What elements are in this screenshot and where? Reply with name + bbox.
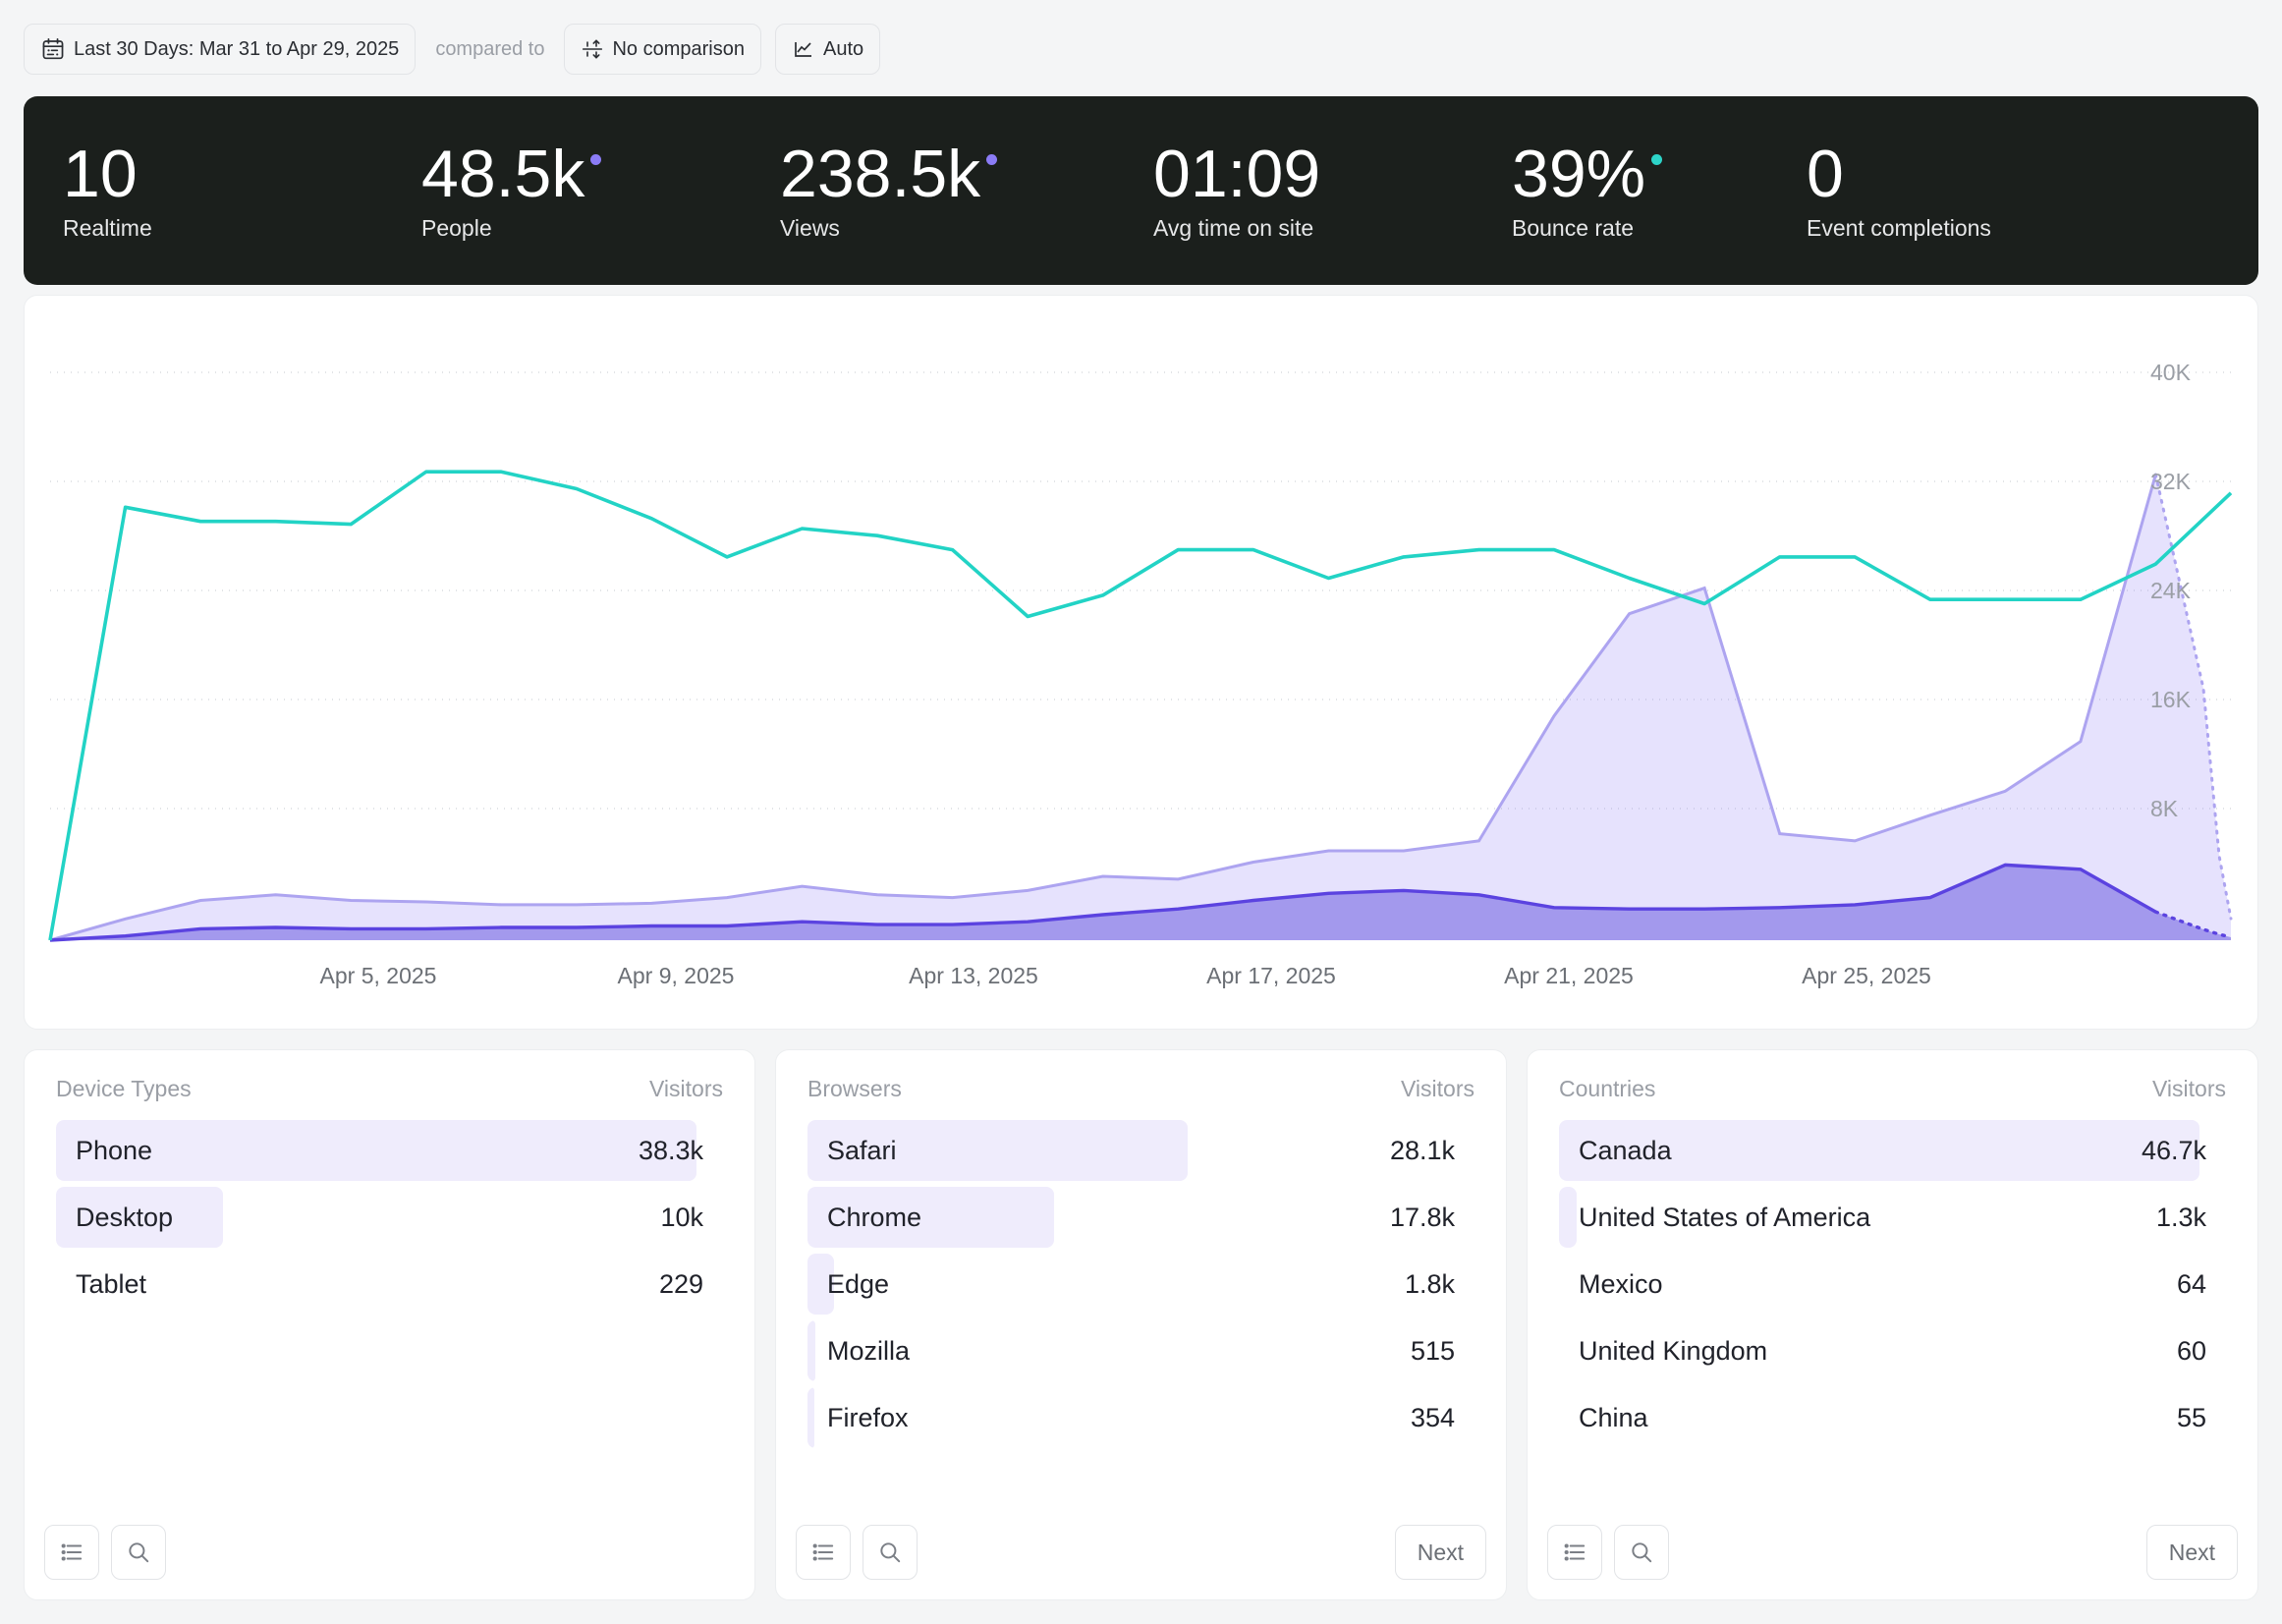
svg-text:8K: 8K [2150, 796, 2179, 821]
svg-text:32K: 32K [2150, 469, 2192, 494]
svg-text:Apr 9, 2025: Apr 9, 2025 [618, 963, 735, 988]
svg-text:Apr 25, 2025: Apr 25, 2025 [1802, 963, 1931, 988]
svg-text:Apr 17, 2025: Apr 17, 2025 [1206, 963, 1336, 988]
svg-text:Apr 13, 2025: Apr 13, 2025 [909, 963, 1038, 988]
svg-text:Apr 5, 2025: Apr 5, 2025 [320, 963, 437, 988]
svg-text:24K: 24K [2150, 578, 2192, 603]
svg-text:16K: 16K [2150, 687, 2192, 712]
svg-text:Apr 21, 2025: Apr 21, 2025 [1504, 963, 1634, 988]
svg-text:40K: 40K [2150, 360, 2192, 385]
